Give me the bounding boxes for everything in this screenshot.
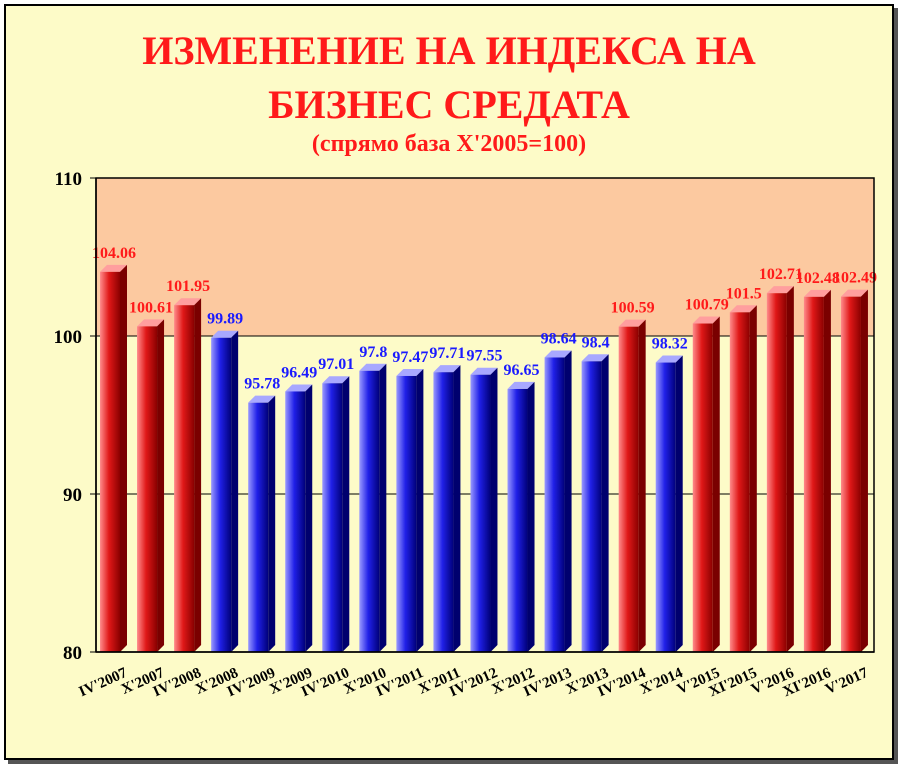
data-label: 97.01 bbox=[318, 356, 354, 373]
bar bbox=[359, 370, 380, 652]
data-label: 97.71 bbox=[429, 345, 465, 362]
chart-subtitle: (спрямо база X'2005=100) bbox=[311, 131, 587, 157]
bar-top bbox=[211, 330, 239, 338]
bar bbox=[766, 293, 787, 652]
bar-top bbox=[285, 384, 313, 392]
bar-top bbox=[766, 286, 794, 294]
bar-side bbox=[638, 319, 646, 652]
data-label: 98.4 bbox=[582, 334, 610, 351]
bar-top bbox=[507, 381, 535, 389]
bar bbox=[729, 312, 750, 652]
bar bbox=[544, 357, 565, 652]
bar bbox=[396, 375, 417, 652]
chart-title-line1: ИЗМЕНЕНИЕ НА ИНДЕКСА НА bbox=[142, 28, 756, 73]
bar-top bbox=[137, 319, 165, 327]
bar-side bbox=[675, 355, 683, 652]
bar bbox=[100, 271, 120, 652]
data-label: 99.89 bbox=[207, 311, 243, 328]
bar-top bbox=[544, 350, 572, 358]
bar bbox=[285, 391, 306, 652]
bar bbox=[137, 326, 158, 652]
data-label: 100.59 bbox=[611, 300, 655, 317]
bar-side bbox=[601, 354, 609, 652]
data-label: 97.47 bbox=[392, 349, 428, 366]
data-label: 100.79 bbox=[685, 297, 729, 314]
bar-side bbox=[453, 365, 461, 652]
bar bbox=[507, 388, 528, 652]
bar-side bbox=[305, 384, 313, 652]
data-label: 96.65 bbox=[504, 362, 540, 379]
bar-top bbox=[729, 305, 757, 313]
bar-top bbox=[803, 289, 831, 297]
bar bbox=[655, 362, 676, 652]
data-label: 97.8 bbox=[359, 344, 387, 361]
bar-top bbox=[100, 264, 127, 272]
data-label: 102.71 bbox=[759, 266, 803, 283]
bar-side bbox=[268, 395, 276, 652]
bar bbox=[322, 383, 343, 652]
bar-side bbox=[712, 316, 720, 652]
y-tick-label: 90 bbox=[63, 485, 82, 506]
bar-top bbox=[618, 319, 646, 327]
bar-side bbox=[490, 367, 498, 652]
bar-side bbox=[120, 264, 127, 652]
y-tick-label: 110 bbox=[55, 169, 82, 190]
data-label: 104.06 bbox=[92, 245, 136, 262]
bar-top bbox=[359, 363, 387, 371]
x-tick-label: V'2017 bbox=[823, 665, 871, 698]
bar bbox=[692, 323, 713, 652]
bar-side bbox=[823, 289, 831, 652]
bar-top bbox=[396, 368, 424, 376]
data-label: 98.64 bbox=[541, 330, 577, 347]
plot-border bbox=[95, 177, 875, 653]
data-label: 98.32 bbox=[652, 336, 688, 353]
bar bbox=[470, 374, 491, 652]
bar bbox=[581, 361, 602, 652]
chart-title-line2: БИЗНЕС СРЕДАТА bbox=[268, 82, 630, 127]
bar-side bbox=[379, 363, 387, 652]
bar-top bbox=[581, 354, 609, 362]
bar bbox=[248, 402, 269, 652]
bar bbox=[618, 326, 639, 652]
data-label: 96.49 bbox=[281, 364, 317, 381]
y-tick-label: 80 bbox=[63, 643, 82, 664]
bar-top bbox=[322, 376, 350, 384]
bar-top bbox=[655, 355, 683, 363]
bar-top bbox=[174, 298, 202, 306]
data-label: 102.49 bbox=[833, 270, 877, 287]
data-label: 100.61 bbox=[129, 299, 173, 316]
bar-side bbox=[860, 289, 868, 652]
bar-side bbox=[749, 305, 757, 652]
bar-side bbox=[194, 298, 202, 652]
bar-side bbox=[416, 368, 424, 652]
bar-side bbox=[157, 319, 165, 652]
bar bbox=[840, 296, 861, 652]
bar bbox=[211, 337, 232, 652]
data-label: 102.48 bbox=[796, 270, 840, 287]
bar-top bbox=[840, 289, 868, 297]
bar-top bbox=[692, 316, 720, 324]
data-label: 95.78 bbox=[244, 376, 280, 393]
y-tick-label: 100 bbox=[54, 327, 83, 348]
bar-side bbox=[527, 381, 535, 652]
bar bbox=[433, 372, 454, 652]
bar-top bbox=[248, 395, 276, 403]
bar-top bbox=[470, 367, 498, 375]
bar bbox=[803, 296, 824, 652]
bar bbox=[174, 305, 195, 652]
bar-side bbox=[231, 330, 239, 652]
data-label: 97.55 bbox=[466, 348, 502, 365]
bar-side bbox=[342, 376, 350, 652]
data-label: 101.95 bbox=[166, 278, 210, 295]
bar-top bbox=[433, 365, 461, 373]
bar-side bbox=[564, 350, 572, 652]
data-label: 101.5 bbox=[726, 285, 762, 302]
bar-side bbox=[786, 286, 794, 652]
